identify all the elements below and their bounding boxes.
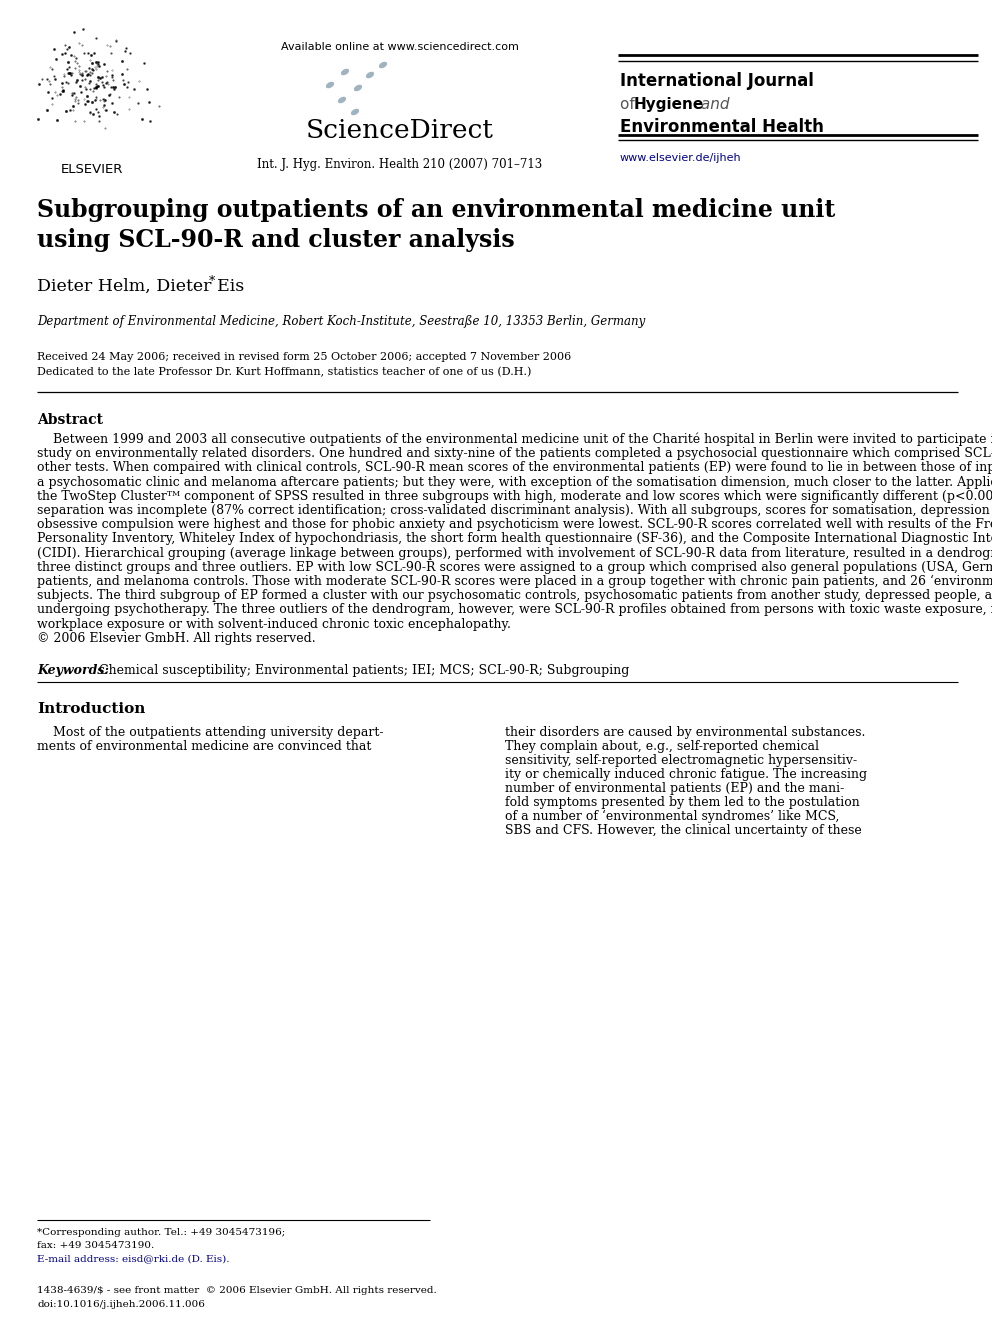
Text: E-mail address: eisd@rki.de (D. Eis).: E-mail address: eisd@rki.de (D. Eis).	[37, 1254, 229, 1263]
Text: study on environmentally related disorders. One hundred and sixty-nine of the pa: study on environmentally related disorde…	[37, 447, 992, 460]
Ellipse shape	[338, 97, 346, 103]
Text: SBS and CFS. However, the clinical uncertainty of these: SBS and CFS. However, the clinical uncer…	[505, 824, 862, 837]
Text: Subgrouping outpatients of an environmental medicine unit: Subgrouping outpatients of an environmen…	[37, 198, 835, 222]
Text: using SCL-90-R and cluster analysis: using SCL-90-R and cluster analysis	[37, 228, 515, 251]
Text: fold symptoms presented by them led to the postulation: fold symptoms presented by them led to t…	[505, 796, 860, 808]
Text: ments of environmental medicine are convinced that: ments of environmental medicine are conv…	[37, 740, 371, 753]
Text: of: of	[620, 97, 640, 112]
Text: Dedicated to the late Professor Dr. Kurt Hoffmann, statistics teacher of one of : Dedicated to the late Professor Dr. Kurt…	[37, 366, 532, 377]
Text: the TwoStep Clusterᵀᴹ component of SPSS resulted in three subgroups with high, m: the TwoStep Clusterᵀᴹ component of SPSS …	[37, 490, 992, 503]
Text: Environmental Health: Environmental Health	[620, 118, 824, 136]
Text: Available online at www.sciencedirect.com: Available online at www.sciencedirect.co…	[281, 42, 519, 52]
Text: doi:10.1016/j.ijheh.2006.11.006: doi:10.1016/j.ijheh.2006.11.006	[37, 1301, 205, 1308]
Text: subjects. The third subgroup of EP formed a cluster with our psychosomatic contr: subjects. The third subgroup of EP forme…	[37, 589, 992, 602]
Text: © 2006 Elsevier GmbH. All rights reserved.: © 2006 Elsevier GmbH. All rights reserve…	[37, 632, 315, 644]
Text: 1438-4639/$ - see front matter  © 2006 Elsevier GmbH. All rights reserved.: 1438-4639/$ - see front matter © 2006 El…	[37, 1286, 436, 1295]
Ellipse shape	[325, 82, 334, 89]
Text: International Journal: International Journal	[620, 71, 813, 90]
Text: patients, and melanoma controls. Those with moderate SCL-90-R scores were placed: patients, and melanoma controls. Those w…	[37, 576, 992, 589]
Text: three distinct groups and three outliers. EP with low SCL-90-R scores were assig: three distinct groups and three outliers…	[37, 561, 992, 574]
Text: a psychosomatic clinic and melanoma aftercare patients; but they were, with exce: a psychosomatic clinic and melanoma afte…	[37, 475, 992, 488]
Text: (CIDI). Hierarchical grouping (average linkage between groups), performed with i: (CIDI). Hierarchical grouping (average l…	[37, 546, 992, 560]
Ellipse shape	[351, 108, 359, 115]
Text: *: *	[209, 275, 215, 288]
Text: their disorders are caused by environmental substances.: their disorders are caused by environmen…	[505, 726, 865, 740]
Text: www.elsevier.de/ijheh: www.elsevier.de/ijheh	[620, 153, 742, 163]
Ellipse shape	[379, 62, 387, 69]
Text: *Corresponding author. Tel.: +49 3045473196;: *Corresponding author. Tel.: +49 3045473…	[37, 1228, 286, 1237]
Text: Introduction: Introduction	[37, 703, 146, 716]
Text: Personality Inventory, Whiteley Index of hypochondriasis, the short form health : Personality Inventory, Whiteley Index of…	[37, 532, 992, 545]
Text: Chemical susceptibility; Environmental patients; IEI; MCS; SCL-90-R; Subgrouping: Chemical susceptibility; Environmental p…	[99, 664, 629, 677]
Text: number of environmental patients (EP) and the mani-: number of environmental patients (EP) an…	[505, 782, 844, 795]
Text: sensitivity, self-reported electromagnetic hypersensitiv-: sensitivity, self-reported electromagnet…	[505, 754, 857, 767]
Text: of a number of ‘environmental syndromes’ like MCS,: of a number of ‘environmental syndromes’…	[505, 810, 839, 823]
Text: ScienceDirect: ScienceDirect	[307, 118, 494, 143]
Text: Department of Environmental Medicine, Robert Koch-Institute, Seestraße 10, 13353: Department of Environmental Medicine, Ro…	[37, 315, 645, 328]
Text: They complain about, e.g., self-reported chemical: They complain about, e.g., self-reported…	[505, 740, 819, 753]
Text: Dieter Helm, Dieter Eis: Dieter Helm, Dieter Eis	[37, 278, 244, 295]
Ellipse shape	[354, 85, 362, 91]
Text: workplace exposure or with solvent-induced chronic toxic encephalopathy.: workplace exposure or with solvent-induc…	[37, 618, 511, 631]
Text: Hygiene: Hygiene	[634, 97, 704, 112]
Ellipse shape	[341, 69, 349, 75]
Text: ity or chemically induced chronic fatigue. The increasing: ity or chemically induced chronic fatigu…	[505, 767, 867, 781]
Text: Keywords:: Keywords:	[37, 664, 109, 677]
Text: Abstract: Abstract	[37, 413, 103, 427]
Text: separation was incomplete (87% correct identification; cross-validated discrimin: separation was incomplete (87% correct i…	[37, 504, 992, 517]
Text: fax: +49 3045473190.: fax: +49 3045473190.	[37, 1241, 154, 1250]
Text: Between 1999 and 2003 all consecutive outpatients of the environmental medicine : Between 1999 and 2003 all consecutive ou…	[37, 433, 992, 446]
Text: other tests. When compaired with clinical controls, SCL-90-R mean scores of the : other tests. When compaired with clinica…	[37, 462, 992, 475]
Text: and: and	[696, 97, 729, 112]
Text: Int. J. Hyg. Environ. Health 210 (2007) 701–713: Int. J. Hyg. Environ. Health 210 (2007) …	[257, 157, 543, 171]
Ellipse shape	[366, 71, 374, 78]
Text: undergoing psychotherapy. The three outliers of the dendrogram, however, were SC: undergoing psychotherapy. The three outl…	[37, 603, 992, 617]
Text: Received 24 May 2006; received in revised form 25 October 2006; accepted 7 Novem: Received 24 May 2006; received in revise…	[37, 352, 571, 363]
Text: obsessive compulsion were highest and those for phobic anxiety and psychoticism : obsessive compulsion were highest and th…	[37, 519, 992, 532]
Text: Most of the outpatients attending university depart-: Most of the outpatients attending univer…	[37, 726, 384, 740]
Text: ELSEVIER: ELSEVIER	[61, 163, 123, 176]
